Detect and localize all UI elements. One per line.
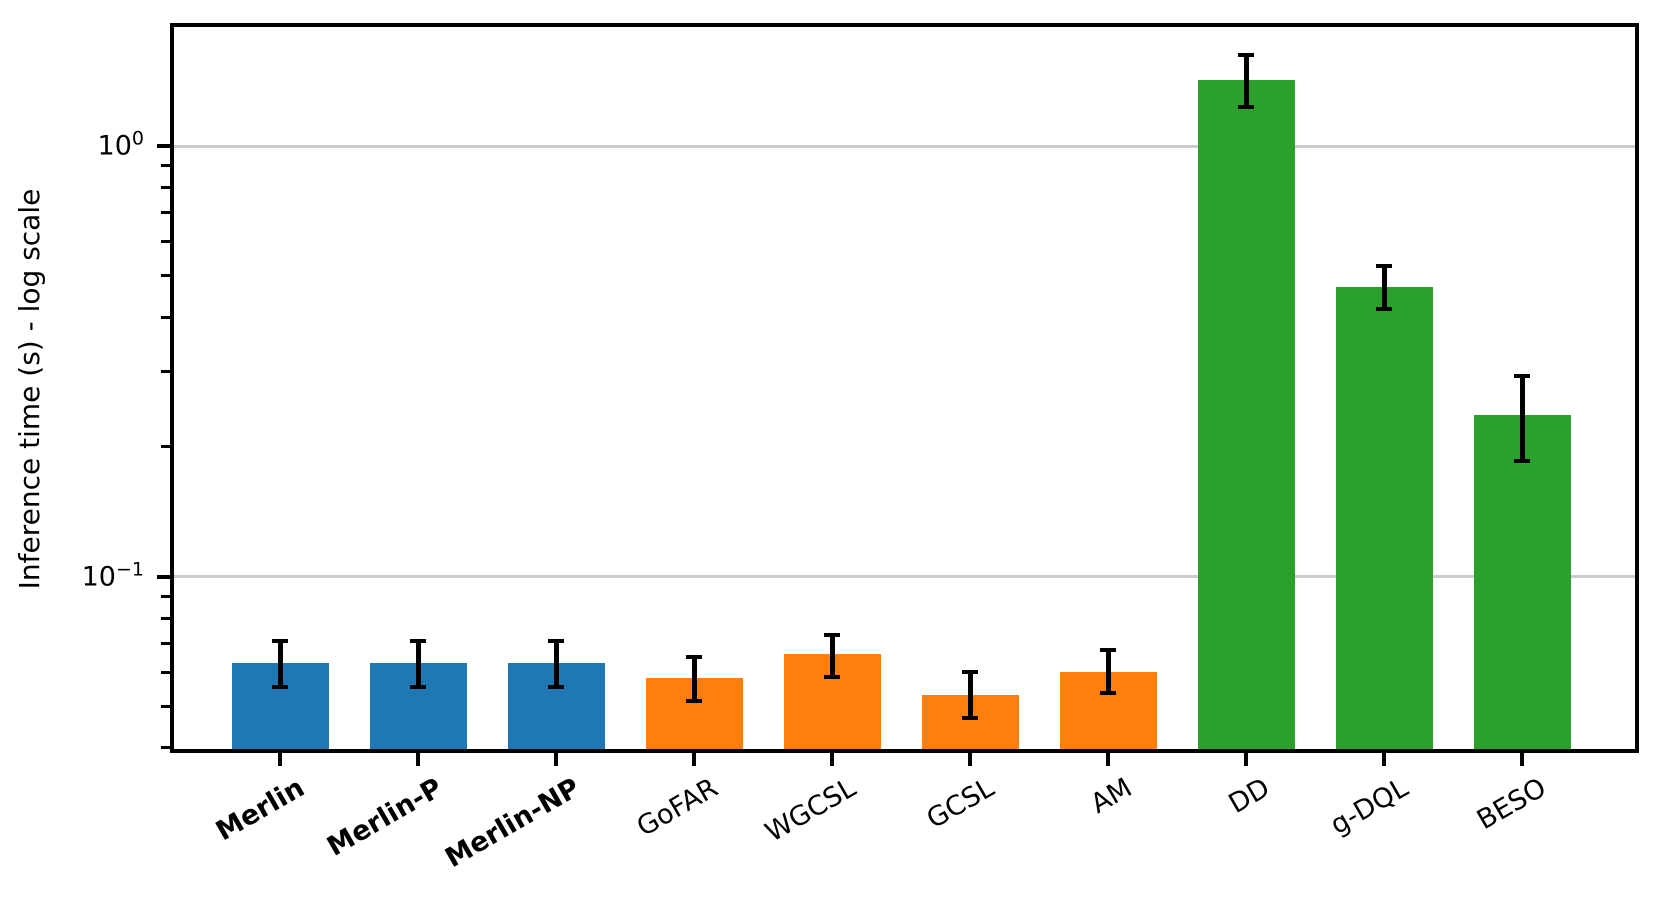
error-bar-cap-top xyxy=(410,638,426,643)
plot-border-right xyxy=(1635,23,1639,753)
bar-BESO xyxy=(1473,415,1571,753)
error-bar-line xyxy=(1105,649,1111,694)
y-tick-base: 10 xyxy=(97,130,132,162)
x-tick-label-Merlin-P: Merlin-P xyxy=(321,772,448,863)
x-tick-label-AM: AM xyxy=(1085,772,1138,820)
x-tick-label-WGCSL: WGCSL xyxy=(760,772,862,849)
plot-border-top xyxy=(170,23,1639,27)
y-tick-exponent: 0 xyxy=(131,127,144,150)
error-bar-line xyxy=(967,672,973,718)
x-tick-label-Merlin-NP: Merlin-NP xyxy=(440,772,586,875)
error-bar-cap-bottom xyxy=(1514,459,1530,464)
y-minor-tick xyxy=(161,211,170,215)
bar-g-DQL xyxy=(1335,287,1433,753)
x-major-tick xyxy=(1244,753,1248,766)
x-major-tick xyxy=(1520,753,1524,766)
error-bar-cap-top xyxy=(1376,264,1392,269)
plot-border-left xyxy=(170,23,174,753)
y-minor-tick xyxy=(161,315,170,319)
x-major-tick xyxy=(278,753,282,766)
x-tick-label-GoFAR: GoFAR xyxy=(632,772,724,843)
bar-DD xyxy=(1197,80,1295,753)
y-minor-tick xyxy=(161,369,170,373)
y-tick-base: 10 xyxy=(81,561,116,592)
y-minor-tick xyxy=(161,445,170,449)
error-bar-line xyxy=(1381,266,1387,310)
error-bar-cap-top xyxy=(1238,52,1254,57)
y-tick-label: 100 xyxy=(97,129,144,162)
y-tick-exponent: −1 xyxy=(115,558,144,580)
y-minor-tick xyxy=(161,164,170,168)
error-bar-line xyxy=(829,635,835,677)
y-axis-label: Inference time (s) - log scale xyxy=(13,188,46,590)
error-bar-cap-bottom xyxy=(1100,691,1116,696)
y-gridline xyxy=(170,144,1639,148)
error-bar-cap-bottom xyxy=(962,715,978,720)
error-bar-cap-top xyxy=(548,638,564,643)
error-bar-cap-top xyxy=(272,638,288,643)
y-major-tick xyxy=(157,144,170,148)
error-bar-cap-top xyxy=(1514,374,1530,379)
y-minor-tick xyxy=(161,704,170,708)
error-bar-line xyxy=(691,657,697,701)
x-major-tick xyxy=(968,753,972,766)
y-major-tick xyxy=(157,574,170,579)
error-bar-line xyxy=(415,640,421,687)
y-tick-label: 10−1 xyxy=(81,560,144,592)
error-bar-cap-bottom xyxy=(1238,105,1254,110)
plot-border-bottom xyxy=(170,749,1639,753)
y-minor-tick xyxy=(161,616,170,620)
error-bar-cap-bottom xyxy=(824,674,840,679)
error-bar-cap-bottom xyxy=(686,698,702,703)
error-bar-cap-bottom xyxy=(548,684,564,689)
x-tick-label-g-DQL: g-DQL xyxy=(1325,772,1414,842)
x-major-tick xyxy=(830,753,834,766)
y-minor-tick xyxy=(161,186,170,190)
y-minor-tick xyxy=(161,641,170,645)
error-bar-cap-top xyxy=(1100,647,1116,652)
x-tick-label-Merlin: Merlin xyxy=(210,772,310,848)
y-minor-tick xyxy=(161,746,170,750)
error-bar-cap-top xyxy=(962,670,978,674)
y-minor-tick xyxy=(161,594,170,598)
plot-area: 100 10−1 Merlin Merlin-P Merlin-NP GoFAR WGCSL… xyxy=(82,23,1639,874)
error-bar-cap-bottom xyxy=(410,684,426,689)
y-gridline xyxy=(170,575,1639,578)
error-bar-line xyxy=(553,640,559,687)
error-bar-line xyxy=(1243,54,1249,108)
x-major-tick xyxy=(692,753,696,766)
y-minor-tick xyxy=(161,240,170,243)
x-major-tick xyxy=(1106,753,1110,766)
x-major-tick xyxy=(554,753,558,766)
x-tick-label-DD: DD xyxy=(1223,772,1276,820)
x-tick-label-GCSL: GCSL xyxy=(921,772,1000,836)
error-bar-cap-bottom xyxy=(272,684,288,689)
x-major-tick xyxy=(1382,753,1386,766)
error-bar-cap-top xyxy=(686,655,702,660)
y-minor-tick xyxy=(161,274,170,278)
error-bar-line xyxy=(1519,376,1525,462)
x-tick-label-BESO: BESO xyxy=(1471,772,1552,837)
error-bar-cap-bottom xyxy=(1376,307,1392,312)
error-bar-cap-top xyxy=(824,633,840,638)
x-major-tick xyxy=(416,753,420,766)
error-bar-line xyxy=(277,640,283,687)
y-minor-tick xyxy=(161,670,170,674)
